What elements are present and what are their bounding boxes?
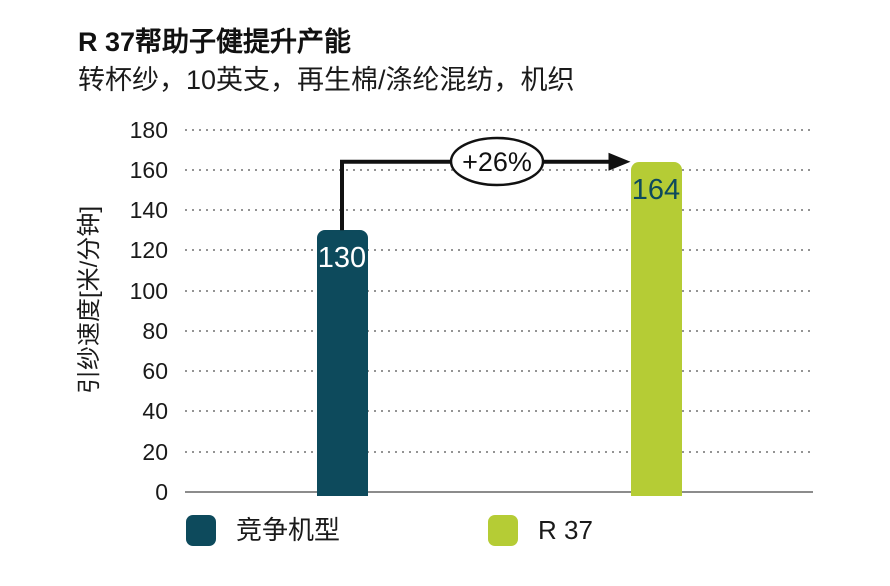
legend-item-竞争机型: 竞争机型 [186,514,340,546]
x-axis-line [185,491,813,493]
gridline [185,209,813,212]
bar-R 37 [630,161,682,497]
legend-label: R 37 [538,515,593,545]
gridline [185,370,813,373]
legend-swatch-icon [488,514,518,546]
gridline [185,249,813,252]
y-tick-label: 40 [142,398,168,425]
bar-value-label: 130 [317,242,367,275]
y-tick-label: 100 [129,277,168,304]
chart-title: R 37帮助子健提升产能 [78,27,352,57]
y-tick-label: 140 [129,197,168,224]
legend-swatch-icon [186,514,216,546]
y-tick-label: 160 [129,156,168,183]
y-tick-label: 120 [129,237,168,264]
arrow-line [340,159,612,231]
gridline [185,329,813,332]
gridline [185,450,813,453]
bar-value-label: 164 [631,173,681,206]
chart-subtitle: 转杯纱，10英支，再生棉/涤纶混纺，机织 [78,65,575,95]
gridline [185,168,813,171]
y-tick-label: 0 [155,479,168,505]
y-tick-label: 60 [142,358,168,385]
gridline [185,128,813,131]
bar-竞争机型 [316,230,368,497]
gridline [185,289,813,292]
y-tick-label: 180 [129,116,168,143]
gridline [185,410,813,413]
legend-label: 竞争机型 [236,515,341,545]
annotation-badge [449,136,545,187]
y-tick-label: 20 [142,438,168,465]
legend-item-R 37: R 37 [488,514,593,546]
y-tick-label: 80 [142,317,168,344]
annotation-label: +26% [462,147,532,177]
